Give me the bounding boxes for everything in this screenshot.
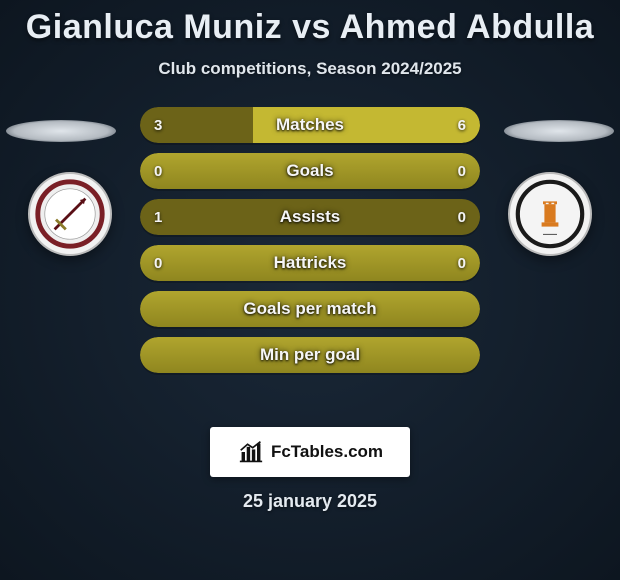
stat-label: Goals [140,153,480,189]
stat-value-right: 6 [458,107,466,143]
stat-bar: Min per goal [140,337,480,373]
stat-value-left: 0 [154,245,162,281]
stat-value-right: 0 [458,199,466,235]
attribution-chart-icon [237,440,265,464]
stat-value-left: 1 [154,199,162,235]
badge-shadow-right [504,120,614,142]
stat-bar: Goals0 0 [140,153,480,189]
page-title: Gianluca Muniz vs Ahmed Abdulla [0,0,620,47]
stat-label: Min per goal [140,337,480,373]
attribution-text: FcTables.com [271,442,383,462]
stat-bar: Matches3 6 [140,107,480,143]
team-left-logo-icon [35,179,105,249]
date-text: 25 january 2025 [0,491,620,512]
team-left-badge [28,172,112,256]
stat-label: Matches [140,107,480,143]
subtitle: Club competitions, Season 2024/2025 [0,59,620,79]
team-right-logo-icon: —— [515,179,585,249]
badge-shadow-left [6,120,116,142]
stat-label: Assists [140,199,480,235]
stat-label: Goals per match [140,291,480,327]
stat-label: Hattricks [140,245,480,281]
stat-value-left: 0 [154,153,162,189]
stat-bar: Goals per match [140,291,480,327]
stat-bar: Assists1 0 [140,199,480,235]
stat-bar: Hattricks0 0 [140,245,480,281]
attribution-badge: FcTables.com [210,427,410,477]
stat-bars: Matches36Goals00Assists10Hattricks00Goal… [140,107,480,373]
svg-text:——: —— [543,231,557,238]
stat-value-right: 0 [458,153,466,189]
team-right-badge: —— [508,172,592,256]
stat-value-left: 3 [154,107,162,143]
stat-value-right: 0 [458,245,466,281]
comparison-stage: —— Matches36Goals00Assists10Hattricks00G… [0,107,620,407]
